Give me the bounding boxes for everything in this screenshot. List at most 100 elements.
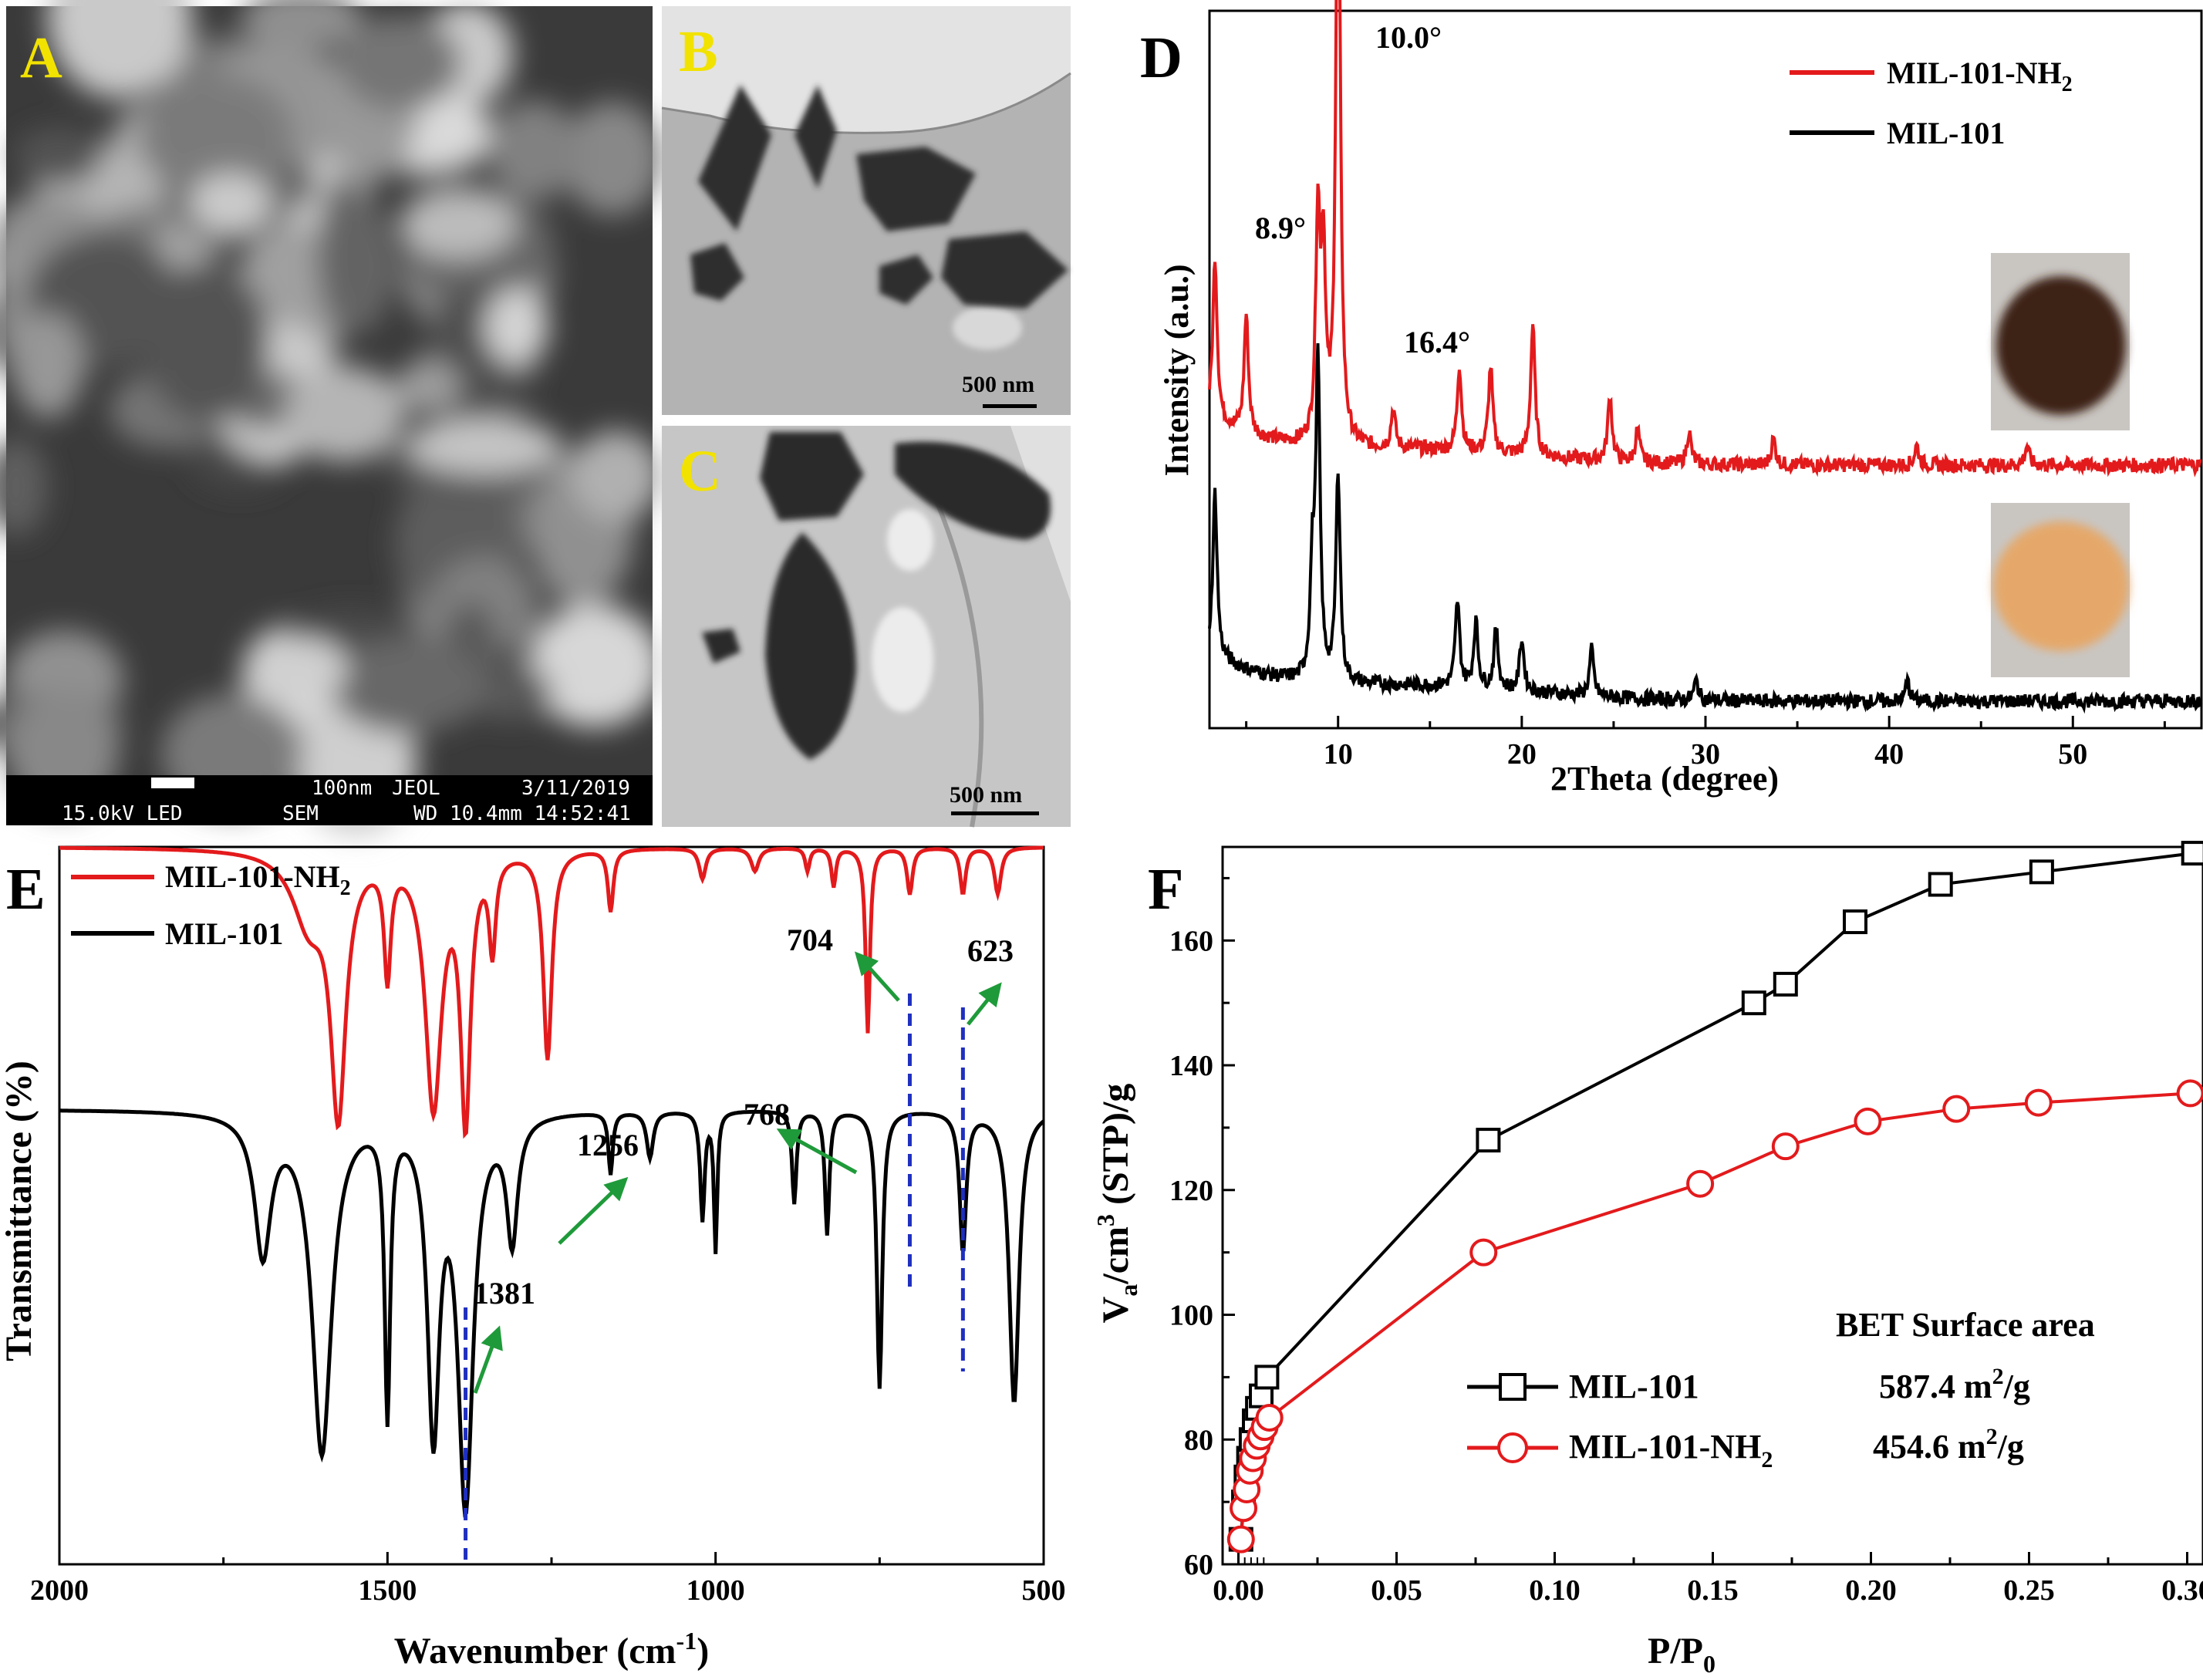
panel-label-e: E [6, 857, 46, 922]
sem-footer-mode: SEM [282, 802, 319, 825]
isotherm-markers [1226, 841, 2203, 1553]
sem-particle [143, 263, 270, 422]
xrd-inset-photo-brown [1991, 253, 2130, 430]
sem-footer-wd: WD 10.4mm 14:52:41 [413, 802, 631, 825]
panel-label-f: F [1148, 857, 1183, 922]
ftir-x-ticks: 2000 1500 1000 500 [30, 1552, 1066, 1607]
ftir-annotation-1381: 1381 [474, 1276, 535, 1311]
xrd-inset-photo-orange [1991, 503, 2130, 677]
ftir-legend: MIL-101-NH2 MIL-101 [71, 859, 351, 951]
sem-particle [396, 359, 461, 414]
panel-c-tem-image: C 500 nm [662, 426, 1071, 828]
panel-label-a: A [20, 25, 62, 90]
sem-particle [245, 636, 348, 700]
isotherm-y-tick-label: 100 [1169, 1300, 1213, 1332]
isotherm-ticks: 0.00 0.05 0.10 0.15 0.20 0.25 0.30 60 80 100 120 14… [1169, 876, 2203, 1607]
isotherm-y-tick-label: 160 [1169, 925, 1213, 957]
xrd-annotation-10-0: 10.0° [1375, 20, 1442, 55]
isotherm-x-tick-label: 0.10 [1529, 1574, 1581, 1607]
isotherm-point-mil-101 [1741, 990, 1766, 1016]
ftir-x-tick-label: 2000 [30, 1574, 89, 1607]
sem-particle [12, 312, 84, 419]
sem-particle [408, 418, 562, 475]
ftir-annotation-704: 704 [787, 923, 833, 957]
isotherm-point-mil-101-nh2 [2176, 1079, 2203, 1108]
sem-scalebar [151, 778, 194, 788]
sem-particle [562, 101, 663, 215]
isotherm-legend-label-mil101: MIL-101 [1569, 1368, 1699, 1405]
isotherm-y-tick-label: 80 [1184, 1424, 1213, 1456]
tem-b-scalebar-label: 500 nm [962, 372, 1034, 397]
ftir-series-mil-101-line [59, 1108, 1045, 1518]
ftir-arrows [473, 951, 1002, 1394]
ftir-legend-label-nh2: MIL-101-NH2 [165, 859, 351, 900]
isotherm-point-mil-101-nh2 [1255, 1403, 1284, 1432]
tem-c-scalebar-label: 500 nm [950, 782, 1022, 808]
xrd-legend-label-nh2: MIL-101-NH2 [1887, 56, 2073, 96]
isotherm-legend-label-nh2: MIL-101-NH2 [1569, 1428, 1773, 1473]
isotherm-legend-circle-marker [1497, 1432, 1528, 1463]
sem-particle [527, 604, 663, 728]
isotherm-point-mil-101 [2181, 841, 2203, 866]
isotherm-point-mil-101 [1843, 909, 1867, 935]
ftir-x-tick-label: 1500 [358, 1574, 417, 1607]
ftir-annotation-768: 768 [744, 1097, 790, 1132]
isotherm-point-mil-101-nh2 [1771, 1132, 1800, 1161]
sem-particle [0, 438, 48, 536]
sem-particle [488, 100, 580, 201]
sem-particle [241, 0, 363, 51]
xrd-legend-label-mil101: MIL-101 [1887, 116, 2005, 150]
ftir-x-tick-label: 1000 [687, 1574, 745, 1607]
isotherm-legend-bet-nh2: 454.6 m2/g [1873, 1424, 2024, 1466]
sem-footer-vendor: JEOL [392, 777, 440, 800]
isotherm-point-mil-101 [1773, 971, 1798, 997]
isotherm-x-axis-label: P/P0 [1648, 1631, 1716, 1678]
isotherm-y-axis-label: Va/cm3 (STP)/g [1091, 1084, 1142, 1324]
ftir-annotation-623: 623 [967, 933, 1014, 968]
xrd-annotation-16-4: 16.4° [1404, 325, 1470, 359]
ftir-legend-label-mil101: MIL-101 [165, 916, 283, 951]
tem-c-scalebar [951, 811, 1039, 815]
xrd-x-tick-label: 30 [1691, 738, 1720, 771]
panel-a-sem-image: 100nm JEOL 3/11/2019 15.0kV LED SEM WD 1… [0, 0, 663, 836]
isotherm-legend-bet-mil101: 587.4 m2/g [1879, 1364, 2030, 1405]
sem-particle [399, 190, 517, 259]
isotherm-point-mil-101 [1254, 1365, 1280, 1390]
xrd-x-tick-label: 10 [1324, 738, 1353, 771]
sem-particle [47, 0, 193, 99]
ftir-x-tick-label: 500 [1022, 1574, 1066, 1607]
isotherm-legend-square-marker [1499, 1373, 1527, 1401]
isotherm-point-mil-101 [2029, 859, 2054, 885]
isotherm-point-mil-101-nh2 [2024, 1088, 2053, 1117]
xrd-annotation-8-9: 8.9° [1255, 211, 1306, 245]
isotherm-x-tick-label: 0.30 [2161, 1574, 2203, 1607]
panel-label-d: D [1140, 25, 1182, 90]
panel-label-b: B [679, 19, 718, 84]
ftir-x-axis-label: Wavenumber (cm-1) [394, 1627, 709, 1672]
xrd-series-mil-101-line [1208, 342, 2203, 714]
xrd-x-axis-label: 2Theta (degree) [1550, 760, 1779, 798]
panel-e-ftir-chart: E 2000 1500 1000 500 1256 1381 768 704 623 … [0, 845, 1066, 1672]
sem-particle [139, 75, 293, 197]
isotherm-point-mil-101 [1476, 1128, 1501, 1153]
sem-particle [285, 366, 405, 462]
sem-particle [485, 288, 549, 366]
sem-particle [339, 15, 461, 110]
isotherm-point-mil-101-nh2 [1686, 1169, 1715, 1198]
xrd-x-tick-label: 50 [2058, 738, 2087, 771]
panel-label-c: C [679, 439, 721, 504]
isotherm-x-tick-label: 0.20 [1845, 1574, 1897, 1607]
sem-particle [190, 173, 272, 233]
sem-footer-mag: 100nm [312, 777, 372, 800]
isotherm-y-tick-label: 140 [1169, 1050, 1213, 1082]
sem-footer-kv: 15.0kV LED [62, 802, 183, 825]
ftir-series-mil-101-nh2-line [59, 845, 1044, 1139]
tem-b-scalebar [983, 404, 1037, 408]
xrd-legend: MIL-101-NH2 MIL-101 [1790, 56, 2073, 150]
ftir-y-axis-label: Transmittance (%) [0, 1061, 39, 1361]
isotherm-x-tick-label: 0.25 [2003, 1574, 2055, 1607]
panel-f-isotherm-chart: F 0.00 0.05 0.10 0.15 0.20 0.25 0.30 60 80 100 120… [1091, 841, 2203, 1678]
xrd-x-ticks: 10 20 30 40 50 [1245, 716, 2166, 771]
isotherm-bet-heading: BET Surface area [1836, 1306, 2095, 1344]
